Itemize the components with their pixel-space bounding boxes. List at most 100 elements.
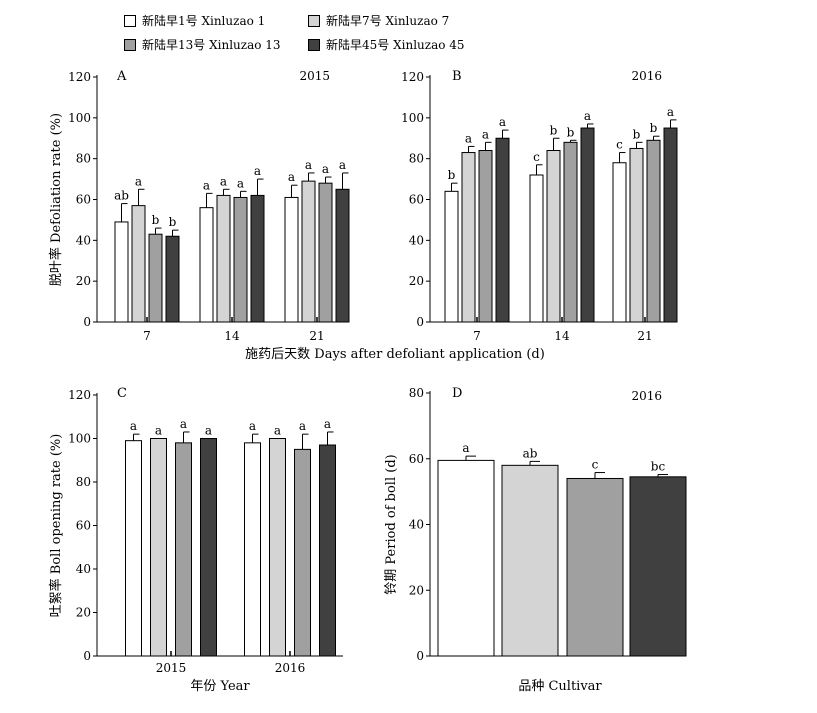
bar [335,188,350,323]
legend-label: 新陆早7号 Xinluzao 7 [326,14,450,28]
bar [563,141,578,323]
x-tick-label: 14 [554,329,570,343]
legend-label: 新陆早13号 Xinluzao 13 [142,38,281,52]
y-axis-label: 铃期 Period of boll (d) [384,454,399,594]
legend-swatch [124,39,136,51]
y-tick-label: 20 [76,606,91,620]
x-axis-label: 品种 Cultivar [518,679,602,694]
panel-year-annotation: 2016 [631,69,662,83]
y-tick-label: 80 [76,152,91,166]
bar [444,190,459,323]
y-tick-label: 20 [76,274,91,288]
panel-letter: C [117,386,127,401]
chart-panel-a: 0 20 40 60 80 100 120 A 2015 脱叶率 Defoliation rate… [48,69,350,343]
bar [284,196,299,323]
significance-letter: b [650,121,658,135]
significance-letter: a [322,162,329,176]
significance-letter: a [203,178,210,192]
y-tick-label: 0 [83,315,91,329]
significance-letter: a [155,424,162,438]
significance-letter: a [249,419,256,433]
legend-item-xinluzao-1: 新陆早1号 Xinluzao 1 [124,14,265,28]
significance-letter: c [616,138,623,152]
legend-item-xinluzao-7: 新陆早7号 Xinluzao 7 [308,14,449,28]
bar [233,196,248,323]
panel-letter: B [452,69,462,84]
bar [461,152,476,323]
bar [131,205,146,323]
significance-letter: a [274,424,281,438]
y-tick-label: 80 [409,152,424,166]
y-axis-label: 吐絮率 Boll opening rate (%) [48,434,64,618]
bar [318,182,333,323]
y-tick-label: 100 [68,111,91,125]
significance-letter: a [237,176,244,190]
y-tick-label: 40 [76,562,91,576]
bar [646,139,661,323]
bar [294,448,311,657]
bar [663,127,678,323]
bar [478,150,493,323]
significance-letter: a [254,164,261,178]
x-tick-label: 21 [637,329,652,343]
significance-letter: a [339,158,346,172]
y-tick-label: 0 [416,315,424,329]
significance-letter: a [305,158,312,172]
bar [200,438,217,657]
significance-letter: b [152,213,160,227]
bar [114,221,129,323]
y-tick-label: 60 [76,193,91,207]
bar [301,180,316,323]
x-tick-label: 2015 [156,661,187,675]
bar [580,127,595,323]
significance-letter: a [667,105,674,119]
y-tick-label: 100 [401,111,424,125]
x-tick-label: 7 [473,329,481,343]
bar [501,464,559,657]
significance-letter: a [465,131,472,145]
bar [629,147,644,323]
significance-letter: a [135,174,142,188]
bar [175,442,192,657]
significance-letter: bc [651,460,666,474]
bar [269,438,286,657]
bar [566,477,624,657]
significance-letter: a [299,419,306,433]
panel-letter: A [116,69,127,84]
bar [148,233,163,323]
significance-letter: a [220,174,227,188]
y-tick-label: 60 [76,519,91,533]
significance-letter: a [482,127,489,141]
bar [529,174,544,323]
significance-letter: ab [523,446,538,460]
bar [437,459,495,657]
y-tick-label: 40 [409,233,424,247]
bar [629,476,687,657]
y-tick-label: 120 [401,70,424,84]
y-tick-label: 60 [409,193,424,207]
bar [546,150,561,323]
bar [495,137,510,323]
bar [165,235,180,323]
significance-letter: ab [114,189,129,203]
bar [216,194,231,323]
y-tick-label: 0 [83,649,91,663]
y-tick-label: 120 [68,70,91,84]
panel-letter: D [452,386,462,401]
legend-label: 新陆早1号 Xinluzao 1 [142,14,266,28]
significance-letter: b [633,127,641,141]
significance-letter: a [499,115,506,129]
panel-year-annotation: 2016 [631,389,662,403]
y-tick-label: 60 [409,452,424,466]
y-tick-label: 0 [416,649,424,663]
y-tick-label: 100 [68,432,91,446]
x-tick-label: 2016 [275,661,306,675]
significance-letter: b [550,123,558,137]
significance-letter: a [205,424,212,438]
y-axis-label: 脱叶率 Defoliation rate (%) [48,113,64,286]
significance-letter: a [288,170,295,184]
legend-item-xinluzao-13: 新陆早13号 Xinluzao 13 [124,38,281,52]
x-axis-label: 年份 Year [190,679,250,694]
significance-letter: a [462,441,469,455]
